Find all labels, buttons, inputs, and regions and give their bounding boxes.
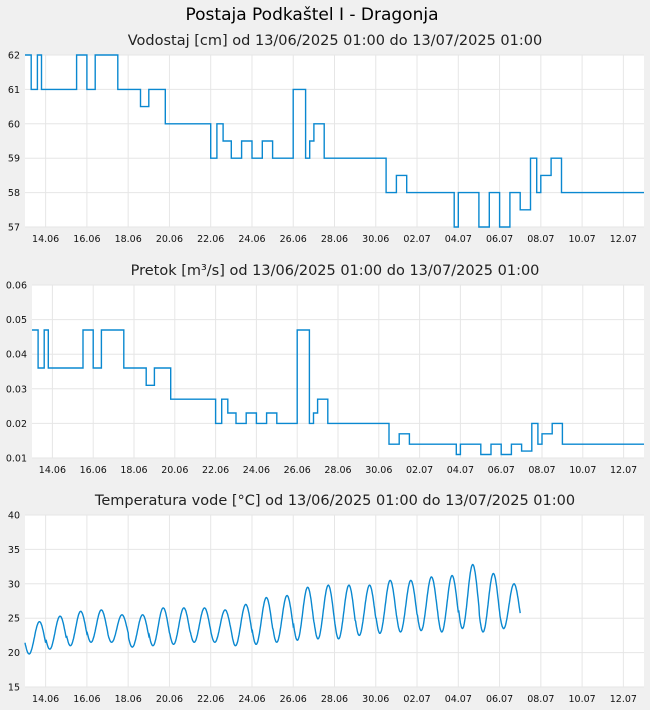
x-tick-label: 10.07: [569, 465, 596, 476]
x-tick-label: 08.07: [527, 694, 554, 705]
x-tick-label: 04.07: [447, 465, 474, 476]
x-tick-label: 20.06: [161, 465, 188, 476]
x-tick-label: 28.06: [321, 234, 348, 245]
x-tick-label: 14.06: [32, 694, 59, 705]
x-tick-label: 20.06: [156, 694, 183, 705]
x-tick-label: 24.06: [238, 694, 265, 705]
y-tick-label: 60: [8, 119, 20, 130]
x-tick-label: 10.07: [568, 694, 595, 705]
series-line: [24, 563, 521, 655]
x-tick-label: 14.06: [39, 465, 66, 476]
x-tick-label: 06.07: [486, 694, 513, 705]
x-tick-label: 08.07: [527, 234, 554, 245]
x-tick-label: 18.06: [115, 694, 142, 705]
y-tick-label: 57: [8, 223, 20, 234]
y-tick-label: 0.06: [6, 281, 27, 292]
x-tick-label: 06.07: [488, 465, 515, 476]
chart-title: Temperatura vode [°C] od 13/06/2025 01:0…: [94, 493, 575, 509]
page-title: Postaja Podkaštel I - Dragonja: [186, 5, 439, 25]
chart-water-temperature: Temperatura vode [°C] od 13/06/2025 01:0…: [8, 493, 644, 705]
x-tick-label: 12.07: [610, 465, 637, 476]
x-tick-label: 02.07: [406, 465, 433, 476]
x-tick-label: 12.07: [610, 694, 637, 705]
x-tick-label: 04.07: [445, 694, 472, 705]
x-tick-label: 30.06: [362, 234, 389, 245]
x-tick-label: 02.07: [403, 234, 430, 245]
x-tick-label: 02.07: [403, 694, 430, 705]
x-tick-label: 24.06: [238, 234, 265, 245]
x-tick-label: 26.06: [280, 234, 307, 245]
x-tick-label: 12.07: [610, 234, 637, 245]
x-tick-label: 26.06: [284, 465, 311, 476]
x-tick-label: 06.07: [486, 234, 513, 245]
x-tick-label: 10.07: [568, 234, 595, 245]
x-tick-label: 28.06: [321, 694, 348, 705]
y-tick-label: 0.01: [6, 454, 27, 465]
x-tick-label: 16.06: [80, 465, 107, 476]
x-tick-label: 26.06: [280, 694, 307, 705]
chart-flow: Pretok [m³/s] od 13/06/2025 01:00 do 13/…: [6, 263, 644, 476]
y-tick-label: 40: [8, 511, 20, 522]
chart-water-level: Vodostaj [cm] od 13/06/2025 01:00 do 13/…: [8, 33, 644, 245]
x-tick-label: 22.06: [197, 234, 224, 245]
y-tick-label: 61: [8, 85, 20, 96]
x-tick-label: 30.06: [362, 694, 389, 705]
y-tick-label: 35: [8, 545, 20, 556]
x-tick-label: 16.06: [73, 694, 100, 705]
x-tick-label: 22.06: [202, 465, 229, 476]
series-line: [25, 54, 644, 228]
x-tick-label: 14.06: [32, 234, 59, 245]
x-tick-label: 20.06: [156, 234, 183, 245]
x-tick-label: 28.06: [324, 465, 351, 476]
x-tick-label: 08.07: [528, 465, 555, 476]
x-tick-label: 18.06: [115, 234, 142, 245]
x-tick-label: 18.06: [120, 465, 147, 476]
y-tick-label: 30: [8, 579, 20, 590]
y-tick-label: 20: [8, 648, 20, 659]
y-tick-label: 15: [8, 683, 20, 694]
y-tick-label: 0.03: [6, 384, 27, 395]
x-tick-label: 24.06: [243, 465, 270, 476]
y-tick-label: 25: [8, 614, 20, 625]
chart-title: Pretok [m³/s] od 13/06/2025 01:00 do 13/…: [131, 263, 540, 279]
y-tick-label: 0.02: [6, 419, 27, 430]
x-tick-label: 16.06: [73, 234, 100, 245]
y-tick-label: 59: [8, 154, 20, 165]
x-tick-label: 30.06: [365, 465, 392, 476]
y-tick-label: 58: [8, 188, 20, 199]
y-tick-label: 62: [8, 51, 20, 62]
y-tick-label: 0.05: [6, 315, 27, 326]
series-line: [32, 329, 644, 456]
x-tick-label: 22.06: [197, 694, 224, 705]
y-tick-label: 0.04: [6, 350, 27, 361]
chart-title: Vodostaj [cm] od 13/06/2025 01:00 do 13/…: [128, 33, 542, 49]
x-tick-label: 04.07: [445, 234, 472, 245]
